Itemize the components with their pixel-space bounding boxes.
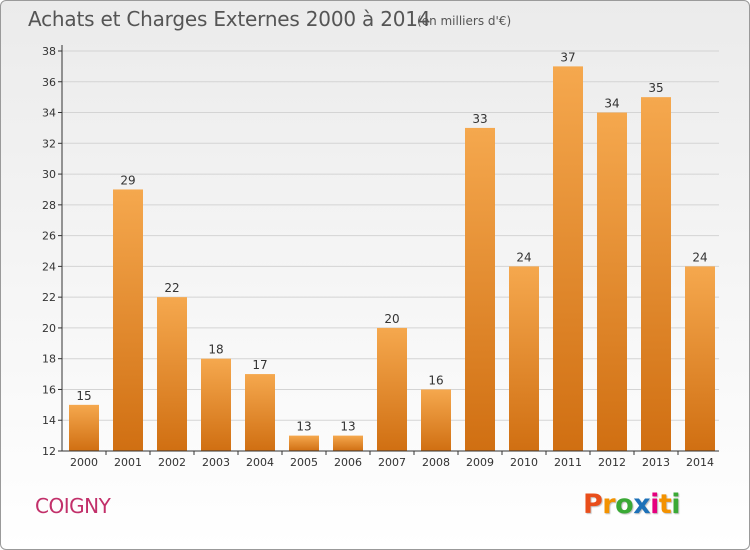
y-tick-label: 24 [42,260,56,273]
axes: 12 14 16 18 20 22 24 26 28 30 32 34 36 38 2000 2001 2002… [42,45,719,469]
bar-2014 [685,266,715,451]
bar-2011 [553,66,583,451]
y-tick-label: 32 [42,137,56,150]
bar-2003 [201,358,231,451]
y-tick-label: 38 [42,45,56,58]
bar-2000 [69,404,99,451]
data-label-2009: 33 [472,112,487,126]
data-label-2000: 15 [76,389,91,403]
y-tick-label: 16 [42,383,56,396]
bar-2012 [597,112,627,452]
bar-2013 [641,97,671,452]
data-label-2012: 34 [604,97,619,111]
bar-2006 [333,435,363,451]
data-label-2006: 13 [340,420,355,434]
y-tick-label: 30 [42,168,56,181]
x-tick-label: 2000 [70,456,98,469]
logo-letter: P [583,489,603,520]
bar-2001 [113,189,143,451]
x-tick-label: 2010 [510,456,538,469]
bar-2009 [465,127,495,451]
data-label-2008: 16 [428,373,443,387]
bar-2008 [421,389,451,451]
chart-subtitle: (en milliers d'€) [417,14,512,28]
y-tick-label: 34 [42,107,56,120]
bar-2005 [289,435,319,451]
logo-letter: x [633,489,651,520]
data-label-2010: 24 [516,250,531,264]
data-label-2013: 35 [648,81,663,95]
logo-letter: t [658,489,672,520]
logo-letter: i [650,489,659,520]
data-label-2003: 18 [208,343,223,357]
y-tick-label: 18 [42,353,56,366]
y-tick-label: 12 [42,445,56,458]
x-tick-label: 2012 [598,456,626,469]
y-tick-label: 14 [42,414,56,427]
x-tick-label: 2014 [686,456,714,469]
data-label-2011: 37 [560,50,575,64]
x-tick-label: 2006 [334,456,362,469]
data-label-2007: 20 [384,312,399,326]
x-tick-label: 2013 [642,456,670,469]
bar-2004 [245,374,275,451]
logo-letter: o [615,489,634,520]
x-tick-label: 2009 [466,456,494,469]
y-tick-label: 22 [42,291,56,304]
x-tick-label: 2002 [158,456,186,469]
commune-name: COIGNY [35,494,111,518]
x-tick-label: 2003 [202,456,230,469]
y-tick-label: 26 [42,230,56,243]
bar-2002 [157,297,187,451]
logo-letter: i [671,489,681,520]
data-label-2002: 22 [164,281,179,295]
x-tick-label: 2004 [246,456,274,469]
data-label-2001: 29 [120,173,135,187]
data-label-2014: 24 [692,250,707,264]
data-label-2004: 17 [252,358,267,372]
x-tick-label: 2011 [554,456,582,469]
y-tick-label: 28 [42,199,56,212]
bars [69,66,715,452]
data-labels: 15 29 22 18 17 13 13 20 16 33 24 37 34 35 24 [76,50,707,433]
logo-letter: r [602,489,616,520]
bar-2010 [509,266,539,451]
y-tick-label: 20 [42,322,56,335]
data-label-2005: 13 [296,420,311,434]
x-tick-label: 2001 [114,456,142,469]
proxiti-logo[interactable]: Proxiti [583,489,681,520]
y-tick-label: 36 [42,76,56,89]
bar-2007 [377,327,407,451]
x-tick-label: 2008 [422,456,450,469]
chart-title: Achats et Charges Externes 2000 à 2014 [28,7,431,31]
x-tick-label: 2007 [378,456,406,469]
x-tick-label: 2005 [290,456,318,469]
